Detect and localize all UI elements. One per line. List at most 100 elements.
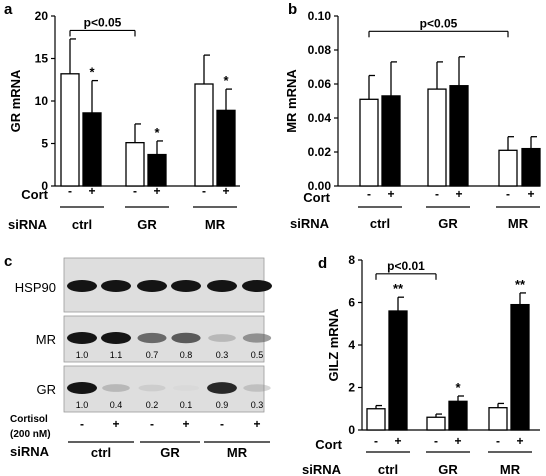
panel-a: a 0 5 10 15 20 GR mRNA * * * p<0.05 Cort - + - + - + siRNA… bbox=[4, 1, 240, 232]
cort-sign: - bbox=[496, 434, 500, 448]
bar bbox=[125, 141, 145, 187]
band-quantification: 0.3 bbox=[216, 350, 229, 360]
group-label: MR bbox=[205, 217, 226, 232]
significance-star: ** bbox=[515, 277, 526, 292]
cort-sign: + bbox=[182, 417, 189, 431]
cort-sign: - bbox=[150, 417, 154, 431]
group-label: ctrl bbox=[72, 217, 92, 232]
y-tick-label: 10 bbox=[35, 94, 49, 108]
bar bbox=[216, 109, 236, 187]
band-quantification: 1.0 bbox=[76, 350, 89, 360]
blot-band bbox=[207, 382, 237, 394]
band-quantification: 1.1 bbox=[110, 350, 123, 360]
panel-b: b 0.00 0.02 0.04 0.06 0.08 0.10 MR mRNA p<0.05 Co… bbox=[284, 1, 541, 231]
band-quantification: 0.5 bbox=[251, 350, 264, 360]
group-label: ctrl bbox=[378, 462, 398, 476]
bar bbox=[488, 407, 508, 431]
bar bbox=[194, 83, 214, 187]
significance-star: * bbox=[154, 125, 160, 140]
band-quantification: 0.1 bbox=[180, 400, 193, 410]
bar bbox=[388, 310, 408, 431]
band-quantification: 0.3 bbox=[251, 400, 264, 410]
bar bbox=[449, 85, 469, 187]
cort-sign: + bbox=[112, 417, 119, 431]
cort-sign: + bbox=[153, 184, 160, 198]
bar bbox=[359, 98, 379, 187]
blot-band bbox=[67, 382, 97, 394]
group-label: ctrl bbox=[370, 216, 390, 231]
blot-label: HSP90 bbox=[15, 280, 56, 295]
panel-letter: b bbox=[288, 1, 297, 18]
cortisol-label: Cortisol bbox=[10, 414, 48, 425]
sirna-row-label: siRNA bbox=[290, 216, 330, 231]
y-tick-label: 0 bbox=[41, 179, 48, 193]
blot-band bbox=[208, 334, 236, 342]
band-quantification: 0.8 bbox=[180, 350, 193, 360]
bracket-label: p<0.05 bbox=[420, 16, 458, 30]
cortisol-concentration: (200 nM) bbox=[10, 429, 51, 440]
cort-sign: - bbox=[434, 434, 438, 448]
cort-sign: + bbox=[222, 184, 229, 198]
band-quantification: 1.0 bbox=[76, 400, 89, 410]
significance-star: ** bbox=[393, 281, 404, 296]
significance-star: * bbox=[89, 65, 95, 80]
bar bbox=[521, 147, 541, 187]
blot-label: MR bbox=[36, 332, 56, 347]
y-tick-label: 0.08 bbox=[308, 43, 332, 57]
blot-band bbox=[207, 280, 237, 292]
cort-sign: + bbox=[387, 187, 394, 201]
blot-band bbox=[101, 280, 131, 292]
bar bbox=[498, 149, 518, 187]
group-label: ctrl bbox=[91, 445, 111, 460]
blot-band bbox=[67, 280, 97, 292]
cort-row-label: Cort bbox=[303, 190, 330, 205]
y-tick-label: 20 bbox=[35, 9, 49, 23]
bar bbox=[427, 88, 447, 187]
cort-sign: - bbox=[133, 184, 137, 198]
blot-band bbox=[137, 280, 167, 292]
panel-letter: c bbox=[4, 253, 12, 270]
blot-band bbox=[242, 333, 272, 343]
y-tick-label: 5 bbox=[41, 137, 48, 151]
y-tick-label: 0.06 bbox=[308, 77, 332, 91]
y-axis-label: GR mRNA bbox=[8, 69, 23, 132]
y-tick-label: 0.00 bbox=[308, 179, 332, 193]
cort-sign: + bbox=[454, 434, 461, 448]
bracket-label: p<0.01 bbox=[387, 259, 425, 273]
cort-sign: - bbox=[220, 417, 224, 431]
band-quantification: 0.7 bbox=[146, 350, 159, 360]
y-tick-label: 4 bbox=[348, 338, 355, 352]
bar bbox=[82, 112, 102, 187]
blot-band bbox=[102, 384, 130, 392]
cort-row-label: Cort bbox=[21, 187, 48, 202]
blot-band bbox=[137, 332, 167, 344]
bar bbox=[366, 408, 386, 431]
bar bbox=[381, 95, 401, 187]
blot-band bbox=[171, 280, 201, 292]
cort-sign: + bbox=[455, 187, 462, 201]
cort-sign: - bbox=[506, 187, 510, 201]
sirna-row-label: siRNA bbox=[302, 462, 342, 476]
cort-sign: - bbox=[435, 187, 439, 201]
bar bbox=[448, 400, 468, 431]
sirna-row-label: siRNA bbox=[8, 217, 48, 232]
cort-sign: + bbox=[394, 434, 401, 448]
cort-sign: - bbox=[367, 187, 371, 201]
cort-sign: + bbox=[516, 434, 523, 448]
y-tick-label: 15 bbox=[35, 52, 49, 66]
y-tick-label: 2 bbox=[348, 381, 355, 395]
panel-letter: a bbox=[4, 1, 13, 18]
band-quantification: 0.4 bbox=[110, 400, 123, 410]
blot-band bbox=[172, 385, 200, 391]
group-label: MR bbox=[508, 216, 529, 231]
cort-sign: - bbox=[68, 184, 72, 198]
group-label: GR bbox=[160, 445, 180, 460]
blot-band bbox=[171, 332, 201, 344]
blot-band bbox=[67, 332, 97, 344]
cort-row-label: Cort bbox=[315, 437, 342, 452]
blot-band bbox=[101, 332, 131, 344]
bar bbox=[426, 416, 446, 431]
panel-letter: d bbox=[318, 255, 327, 272]
